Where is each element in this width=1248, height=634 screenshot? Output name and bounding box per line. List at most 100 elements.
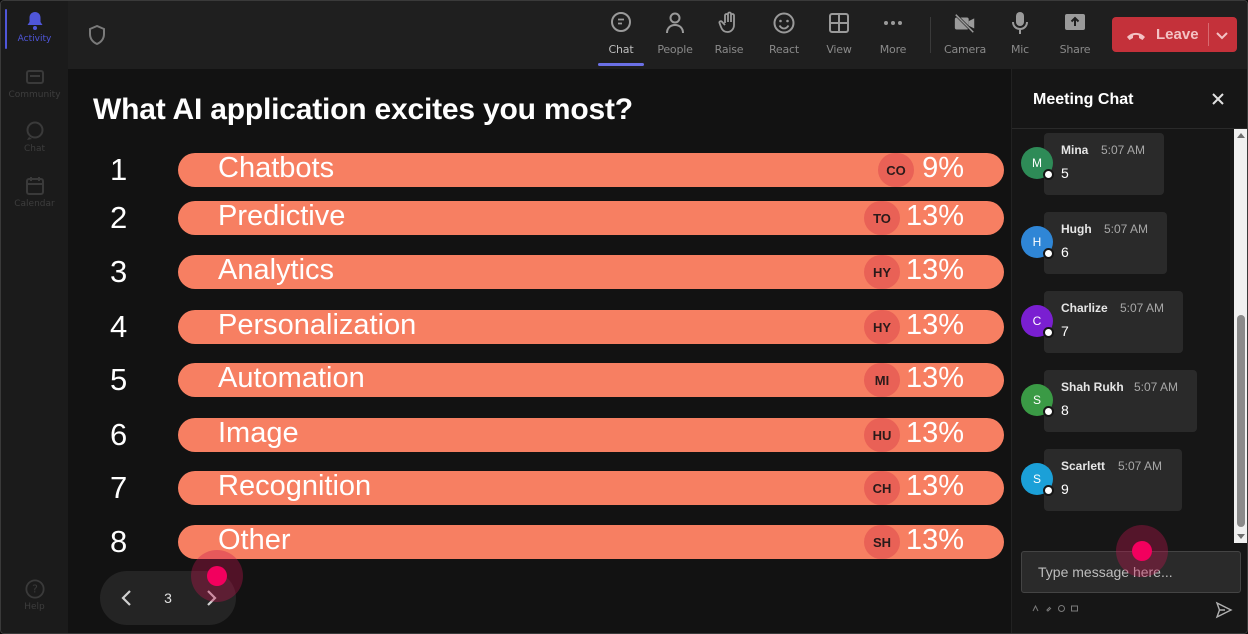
poll-option-row: 1 Chatbots CO 9% bbox=[68, 152, 1011, 187]
click-indicator bbox=[1116, 525, 1168, 577]
chevron-right-icon[interactable] bbox=[200, 586, 222, 610]
emoji-icon[interactable] bbox=[1058, 605, 1065, 612]
avatar-initial: S bbox=[1032, 472, 1041, 486]
avatar[interactable]: S bbox=[1021, 384, 1054, 417]
toolbar-camera-button[interactable]: Camera bbox=[940, 11, 990, 63]
message-text: 8 bbox=[1061, 402, 1069, 418]
option-rank: 2 bbox=[110, 200, 128, 235]
poll-option-row: 4 Personalization HY 13% bbox=[68, 309, 1011, 344]
svg-text:?: ? bbox=[32, 583, 38, 596]
toolbar-button-label: Share bbox=[1059, 43, 1091, 56]
sender-name: Shah Rukh bbox=[1061, 380, 1124, 394]
chat-format-toolbar bbox=[1032, 604, 1078, 612]
rail-item-community[interactable]: Community bbox=[1, 67, 68, 113]
option-rank: 1 bbox=[110, 152, 128, 187]
message-time: 5:07 AM bbox=[1120, 301, 1165, 315]
toolbar-button-label: People bbox=[657, 43, 693, 56]
poll-results-area: What AI application excites you most? 1 C… bbox=[68, 69, 1011, 633]
avatar[interactable]: S bbox=[1021, 463, 1054, 496]
message-bubble: Charlize 5:07 AM 7 bbox=[1044, 291, 1183, 353]
option-label: Recognition bbox=[218, 470, 372, 502]
sender-name: Charlize bbox=[1061, 301, 1108, 315]
scroll-thumb[interactable] bbox=[1237, 315, 1245, 527]
send-icon[interactable] bbox=[1215, 601, 1233, 619]
chat-scrollbar[interactable] bbox=[1234, 129, 1247, 543]
message-bubble: Mina 5:07 AM 5 bbox=[1044, 133, 1164, 195]
voter-badge: HU bbox=[864, 418, 900, 452]
option-percent: 13% bbox=[905, 417, 964, 449]
toolbar-react-button[interactable]: React bbox=[759, 11, 809, 63]
gif-icon[interactable] bbox=[1071, 605, 1078, 612]
option-label: Analytics bbox=[218, 254, 335, 286]
option-label: Other bbox=[218, 524, 291, 556]
rail-item-label: Chat bbox=[23, 144, 46, 154]
option-bar: Other SH 13% bbox=[178, 524, 1004, 559]
more-icon bbox=[881, 11, 905, 35]
scroll-down-arrow-icon[interactable] bbox=[1237, 534, 1245, 539]
option-label: Chatbots bbox=[218, 152, 335, 184]
message-bubble: Shah Rukh 5:07 AM 8 bbox=[1044, 370, 1197, 432]
option-bar: Recognition CH 13% bbox=[178, 470, 1004, 505]
option-bar: Automation MI 13% bbox=[178, 362, 1004, 397]
toolbar-raise-button[interactable]: Raise bbox=[704, 11, 754, 63]
option-bar: Chatbots CO 9% bbox=[178, 152, 1004, 187]
option-percent: 13% bbox=[905, 362, 964, 394]
voter-badge: TO bbox=[864, 201, 900, 235]
rail-item-label: Activity bbox=[17, 34, 52, 44]
left-rail: Activity Community Chat Calendar ? Help bbox=[1, 1, 68, 633]
format-icon[interactable] bbox=[1032, 604, 1039, 612]
option-bar: Image HU 13% bbox=[178, 417, 1004, 452]
toolbar-view-button[interactable]: View bbox=[814, 11, 864, 63]
message-time: 5:07 AM bbox=[1118, 459, 1163, 473]
avatar-initial: S bbox=[1032, 393, 1041, 407]
raise-hand-icon bbox=[717, 11, 741, 35]
rail-item-chat[interactable]: Chat bbox=[1, 121, 68, 167]
chat-message: Charlize 5:07 AM 7 C bbox=[1012, 291, 1234, 355]
rail-item-activity[interactable]: Activity bbox=[1, 11, 68, 57]
leave-button[interactable]: Leave bbox=[1112, 17, 1237, 52]
page-number: 3 bbox=[164, 590, 172, 606]
rail-item-calendar[interactable]: Calendar bbox=[1, 176, 68, 222]
toolbar-people-button[interactable]: People bbox=[650, 11, 700, 63]
option-percent: 13% bbox=[905, 254, 964, 286]
close-icon[interactable] bbox=[1210, 91, 1226, 107]
chat-message-input[interactable] bbox=[1021, 551, 1241, 593]
toolbar-chat-button[interactable]: Chat bbox=[596, 11, 646, 63]
poll-title: What AI application excites you most? bbox=[93, 93, 633, 126]
toolbar-button-label: More bbox=[879, 43, 907, 56]
option-rank: 7 bbox=[110, 470, 128, 505]
avatar[interactable]: H bbox=[1021, 226, 1054, 259]
toolbar-mic-button[interactable]: Mic bbox=[995, 11, 1045, 63]
leave-label: Leave bbox=[1156, 26, 1199, 43]
option-rank: 6 bbox=[110, 417, 128, 452]
avatar[interactable]: C bbox=[1021, 305, 1054, 338]
option-rank: 4 bbox=[110, 309, 128, 344]
message-bubble: Hugh 5:07 AM 6 bbox=[1044, 212, 1167, 274]
share-icon bbox=[1063, 11, 1087, 35]
toolbar-more-button[interactable]: More bbox=[868, 11, 918, 63]
shield-icon[interactable] bbox=[88, 24, 106, 46]
voter-badge: MI bbox=[864, 363, 900, 397]
chevron-left-icon[interactable] bbox=[116, 586, 138, 610]
option-label: Image bbox=[218, 417, 299, 449]
rail-item-label: Calendar bbox=[14, 199, 55, 209]
status-dot bbox=[1043, 485, 1054, 496]
status-dot bbox=[1043, 327, 1054, 338]
poll-option-row: 8 Other SH 13% bbox=[68, 524, 1011, 559]
attach-icon[interactable] bbox=[1045, 605, 1052, 612]
toolbar-share-button[interactable]: Share bbox=[1050, 11, 1100, 63]
camera-off-icon bbox=[953, 11, 977, 35]
hang-up-icon bbox=[1126, 29, 1146, 41]
rail-item-help[interactable]: ? Help bbox=[1, 579, 68, 625]
avatar[interactable]: M bbox=[1021, 147, 1054, 180]
chevron-down-icon[interactable] bbox=[1214, 27, 1230, 43]
option-rank: 3 bbox=[110, 254, 128, 289]
scroll-up-arrow-icon[interactable] bbox=[1237, 133, 1245, 138]
message-time: 5:07 AM bbox=[1134, 380, 1179, 394]
view-grid-icon bbox=[827, 11, 851, 35]
option-percent: 13% bbox=[905, 309, 964, 341]
toolbar-button-label: Chat bbox=[608, 43, 634, 56]
chat-message: Scarlett 5:07 AM 9 S bbox=[1012, 449, 1234, 513]
chat-message: Shah Rukh 5:07 AM 8 S bbox=[1012, 370, 1234, 434]
poll-option-row: 3 Analytics HY 13% bbox=[68, 254, 1011, 289]
